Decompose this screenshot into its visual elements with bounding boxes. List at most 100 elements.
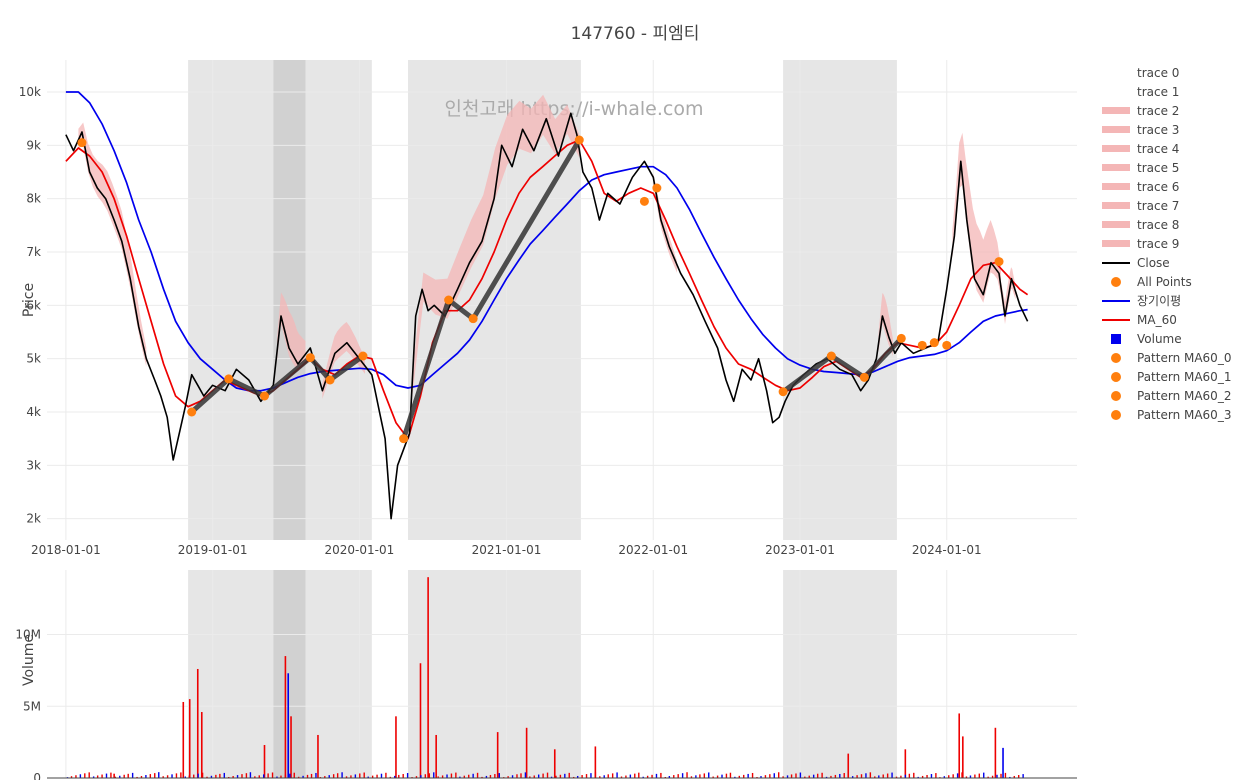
watermark: 인천고래 https://i-whale.com: [444, 98, 703, 120]
volume-bar: [638, 772, 640, 778]
volume-bar: [1018, 775, 1020, 778]
volume-bar: [611, 773, 614, 778]
volume-bar: [660, 772, 662, 778]
volume-bar: [716, 775, 719, 778]
volume-bar: [359, 773, 361, 778]
legend-item: trace 3: [1102, 123, 1179, 137]
volume-bar: [900, 775, 902, 778]
volume-bar: [978, 773, 981, 778]
volume-bar: [607, 774, 609, 778]
volume-bar: [284, 774, 287, 778]
shaded-range-price-1: [273, 60, 306, 540]
band-trace-6: [653, 173, 677, 273]
volume-bar: [603, 775, 605, 778]
volume-bar: [851, 776, 854, 778]
legend-label: Volume: [1137, 332, 1182, 346]
volume-bar: [184, 776, 186, 778]
volume-bar: [406, 773, 409, 778]
volume-bar: [215, 774, 217, 778]
volume-bar: [695, 775, 697, 778]
volume-bar: [843, 773, 845, 778]
volume-bar: [232, 776, 234, 778]
volume-tick-label: 10M: [15, 628, 41, 642]
volume-bar: [200, 712, 203, 778]
date-tick-label: 2019-01-01: [178, 543, 248, 557]
volume-bar: [590, 773, 592, 778]
legend-label: Pattern MA60_0: [1137, 351, 1231, 365]
point-marker: [859, 372, 869, 382]
volume-bar: [642, 776, 644, 778]
volume-bar: [555, 775, 557, 778]
volume-bar: [166, 775, 169, 778]
volume-bar: [450, 773, 453, 778]
volume-bar: [581, 775, 583, 778]
legend-item: Close: [1102, 256, 1170, 270]
volume-bar: [677, 774, 679, 778]
shaded-range-volume-1: [273, 570, 306, 778]
volume-bar: [865, 773, 867, 778]
volume-bar: [92, 776, 95, 778]
volume-bar: [856, 775, 858, 778]
volume-bar: [441, 775, 444, 778]
volume-bar: [891, 772, 893, 778]
volume-bar: [777, 772, 780, 778]
volume-bar: [437, 776, 439, 778]
legend-item: trace 0: [1137, 66, 1179, 80]
volume-bar: [197, 773, 199, 778]
volume-bar: [140, 775, 143, 778]
volume-tick-label: 5M: [23, 699, 41, 713]
volume-bar: [734, 776, 736, 778]
legend-label: trace 6: [1137, 180, 1179, 194]
volume-bar: [542, 773, 544, 778]
volume-bar: [525, 727, 528, 778]
volume-bar: [812, 774, 815, 778]
volume-bar: [263, 745, 266, 778]
volume-bar: [271, 772, 274, 778]
point-marker: [444, 295, 454, 305]
volume-bar: [599, 776, 601, 778]
legend: trace 0 trace 1 trace 2 trace 3 trace 4 trace…: [1102, 66, 1231, 422]
volume-bar: [371, 775, 374, 778]
volume-bar: [101, 774, 103, 778]
volume-bar: [729, 772, 732, 778]
volume-bar: [394, 775, 396, 778]
volume-bar: [424, 774, 427, 778]
shaded-range-volume-2: [305, 570, 372, 778]
volume-bar: [952, 774, 954, 778]
legend-swatch: [1111, 410, 1121, 420]
volume-panel: 0 5M 10M: [15, 570, 1077, 780]
volume-bar: [839, 773, 841, 778]
price-tick-label: 10k: [19, 85, 41, 99]
volume-bar: [673, 775, 675, 778]
legend-item: trace 2: [1102, 104, 1179, 118]
volume-bar: [921, 775, 924, 778]
volume-bar: [974, 774, 976, 778]
volume-bar: [245, 773, 248, 778]
point-marker: [917, 340, 927, 350]
volume-bar: [969, 775, 972, 778]
date-tick-label: 2020-01-01: [325, 543, 395, 557]
volume-bar: [908, 773, 911, 778]
price-tick-label: 3k: [26, 458, 41, 472]
date-tick-label: 2023-01-01: [765, 543, 835, 557]
legend-item: trace 5: [1102, 161, 1179, 175]
volume-bar: [961, 772, 963, 778]
volume-bar: [385, 772, 387, 778]
volume-bar: [402, 773, 404, 778]
volume-bar: [751, 772, 754, 778]
volume-bar: [114, 776, 117, 778]
pattern-line-1: [401, 137, 582, 442]
volume-bar: [769, 774, 771, 778]
volume-bar: [267, 773, 269, 778]
legend-swatch: [1111, 334, 1121, 344]
volume-bar: [913, 772, 915, 778]
volume-bar: [1004, 772, 1007, 778]
legend-item: Volume: [1111, 332, 1182, 346]
volume-bar: [188, 775, 191, 778]
close-line: [65, 112, 1029, 520]
point-marker: [77, 138, 87, 148]
legend-label: trace 5: [1137, 161, 1179, 175]
legend-label: trace 1: [1137, 85, 1179, 99]
volume-bar: [123, 774, 125, 778]
volume-bar: [825, 776, 828, 778]
